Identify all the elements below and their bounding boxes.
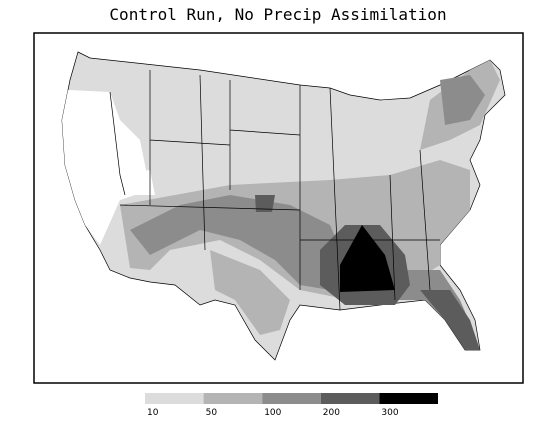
legend-label: 50 <box>206 408 218 418</box>
legend-swatch <box>379 393 438 404</box>
legend-swatch <box>262 393 321 404</box>
map-title: Control Run, No Precip Assimilation <box>109 5 446 24</box>
legend-label: 10 <box>147 408 159 418</box>
map-body <box>61 51 506 361</box>
legend-swatch <box>145 393 204 404</box>
legend-swatch <box>203 393 263 404</box>
color-legend: 10 50 100 200 300 <box>145 393 438 418</box>
legend-label: 300 <box>381 408 398 418</box>
legend-label: 200 <box>323 408 340 418</box>
legend-label: 100 <box>264 408 281 418</box>
legend-swatch <box>320 393 380 404</box>
